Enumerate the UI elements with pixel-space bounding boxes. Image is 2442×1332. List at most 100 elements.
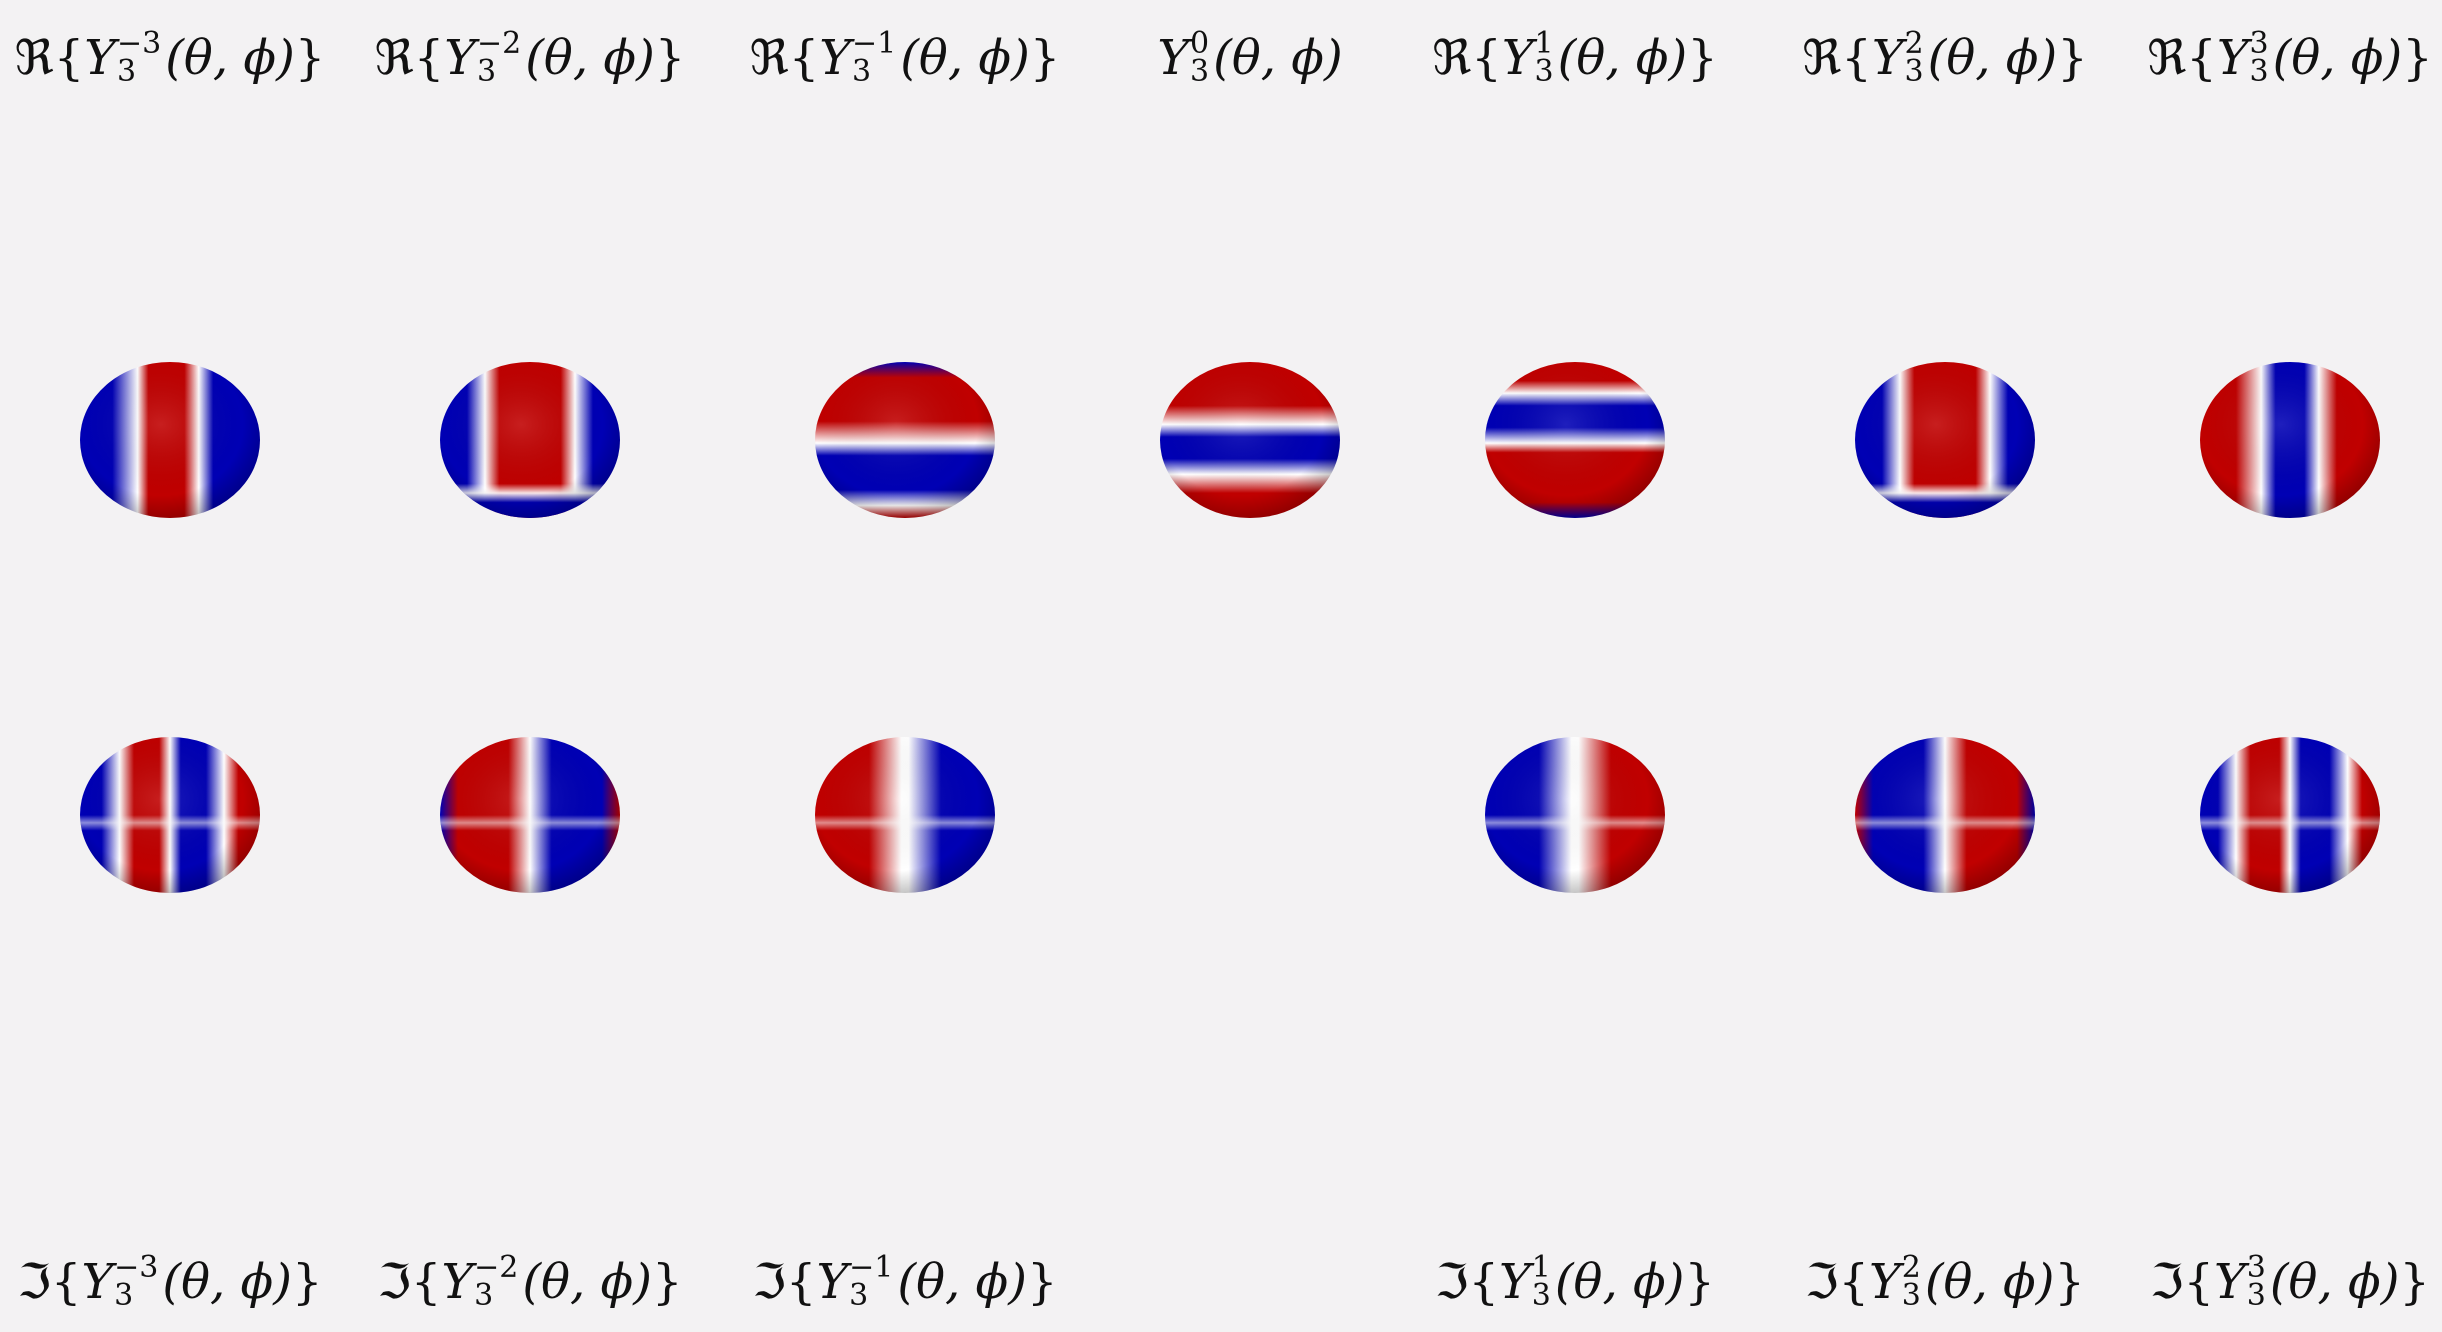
imag_row-label-2: ℑ{Y −1 3 (θ, ϕ)} — [752, 1252, 1057, 1314]
sphere-shading — [1485, 362, 1665, 518]
real_row-label-1: ℜ{Y −2 3 (θ, ϕ)} — [375, 28, 686, 90]
degree-order-scripts: −3 3 — [114, 1249, 159, 1310]
close-brace: } — [1687, 30, 1718, 86]
sphere-shading — [1485, 737, 1665, 893]
open-brace: { — [1471, 30, 1502, 86]
function-args: (θ, ϕ) — [525, 30, 655, 86]
degree-order-scripts: −1 3 — [851, 25, 897, 89]
y-symbol: Y — [444, 30, 476, 86]
operator-symbol: ℜ — [749, 30, 789, 86]
degree-l: 3 — [476, 53, 497, 89]
sphere-shading — [1160, 362, 1340, 518]
open-brace: { — [1841, 30, 1872, 86]
function-args: (θ, ϕ) — [1557, 30, 1688, 86]
function-args: (θ, ϕ) — [900, 30, 1030, 86]
degree-l: 3 — [1190, 53, 1210, 89]
real_row-sphere-6 — [2200, 362, 2380, 518]
real_row-sphere-2 — [815, 362, 995, 518]
order-m: −3 — [116, 25, 162, 61]
function-args: (θ, ϕ) — [162, 1254, 292, 1310]
degree-l: 3 — [1901, 1277, 1921, 1313]
operator-symbol: ℜ — [1432, 30, 1472, 86]
close-brace: } — [1026, 1254, 1058, 1310]
imag_row-sphere-2 — [815, 737, 995, 893]
real_row-label-2: ℜ{Y −1 3 (θ, ϕ)} — [750, 28, 1061, 90]
degree-l: 3 — [1531, 1277, 1551, 1313]
open-brace: { — [785, 1254, 817, 1310]
real_row-label-0: ℜ{Y −3 3 (θ, ϕ)} — [15, 28, 326, 90]
close-brace: } — [1029, 30, 1061, 86]
imag_row-sphere-5 — [1855, 737, 2035, 893]
function-args: (θ, ϕ) — [2269, 1254, 2400, 1310]
close-brace: } — [651, 1254, 683, 1310]
real_row-label-6: ℜ{Y 3 3 (θ, ϕ)} — [2147, 28, 2433, 90]
sphere-shading — [80, 362, 260, 518]
degree-l: 3 — [1534, 53, 1554, 89]
order-m: 2 — [1901, 1249, 1921, 1285]
real_row-sphere-4 — [1485, 362, 1665, 518]
y-symbol: Y — [1499, 1254, 1531, 1310]
function-args: (θ, ϕ) — [1554, 1254, 1685, 1310]
sphere-shading — [2200, 737, 2380, 893]
y-symbol: Y — [84, 30, 116, 86]
order-m: −2 — [476, 25, 522, 61]
y-symbol: Y — [2214, 1254, 2246, 1310]
close-brace: } — [2054, 1254, 2085, 1310]
degree-l: 3 — [1904, 53, 1924, 89]
order-m: −1 — [851, 25, 897, 61]
degree-l: 3 — [851, 53, 872, 89]
operator-symbol: ℑ — [2150, 1254, 2184, 1310]
degree-l: 3 — [116, 53, 137, 89]
imag_row-label-4: ℑ{Y 1 3 (θ, ϕ)} — [1435, 1252, 1715, 1314]
sphere-shading — [80, 737, 260, 893]
degree-l: 3 — [2246, 1277, 2266, 1313]
order-m: −3 — [114, 1249, 159, 1285]
real_row-label-3: Y 0 3 (θ, ϕ) — [1157, 28, 1342, 90]
operator-symbol: ℑ — [377, 1254, 411, 1310]
function-args: (θ, ϕ) — [897, 1254, 1027, 1310]
operator-symbol: ℑ — [752, 1254, 786, 1310]
sphere-shading — [815, 737, 995, 893]
order-m: 0 — [1190, 25, 1210, 61]
close-brace: } — [294, 30, 326, 86]
real_row-sphere-1 — [440, 362, 620, 518]
order-m: 2 — [1904, 25, 1924, 61]
close-brace: } — [2402, 30, 2433, 86]
imag_row-label-5: ℑ{Y 2 3 (θ, ϕ)} — [1805, 1252, 2085, 1314]
imag_row-label-6: ℑ{Y 3 3 (θ, ϕ)} — [2150, 1252, 2430, 1314]
imag_row-label-0: ℑ{Y −3 3 (θ, ϕ)} — [17, 1252, 322, 1314]
open-brace: { — [1838, 1254, 1870, 1310]
sphere-shading — [2200, 362, 2380, 518]
close-brace: } — [1684, 1254, 1715, 1310]
sphere-shading — [440, 737, 620, 893]
y-symbol: Y — [441, 1254, 474, 1310]
degree-order-scripts: −2 3 — [476, 25, 522, 89]
y-symbol: Y — [1501, 30, 1534, 86]
open-brace: { — [413, 30, 445, 86]
operator-symbol: ℜ — [14, 30, 54, 86]
real_row-sphere-5 — [1855, 362, 2035, 518]
degree-l: 3 — [2249, 53, 2269, 89]
degree-order-scripts: −1 3 — [849, 1249, 894, 1310]
order-m: 1 — [1534, 25, 1554, 61]
degree-order-scripts: −2 3 — [474, 1249, 519, 1310]
close-brace: } — [291, 1254, 323, 1310]
imag_row-label-1: ℑ{Y −2 3 (θ, ϕ)} — [377, 1252, 682, 1314]
open-brace: { — [1468, 1254, 1500, 1310]
imag_row-sphere-6 — [2200, 737, 2380, 893]
open-brace: { — [410, 1254, 442, 1310]
function-args: (θ, ϕ) — [1927, 30, 2058, 86]
sphere-shading — [1855, 362, 2035, 518]
function-args: (θ, ϕ) — [165, 30, 295, 86]
real_row-label-5: ℜ{Y 2 3 (θ, ϕ)} — [1802, 28, 2088, 90]
order-m: −2 — [474, 1249, 519, 1285]
order-m: −1 — [849, 1249, 894, 1285]
y-symbol: Y — [1869, 1254, 1901, 1310]
sphere-shading — [1855, 737, 2035, 893]
y-symbol: Y — [2216, 30, 2249, 86]
operator-symbol: ℑ — [17, 1254, 51, 1310]
